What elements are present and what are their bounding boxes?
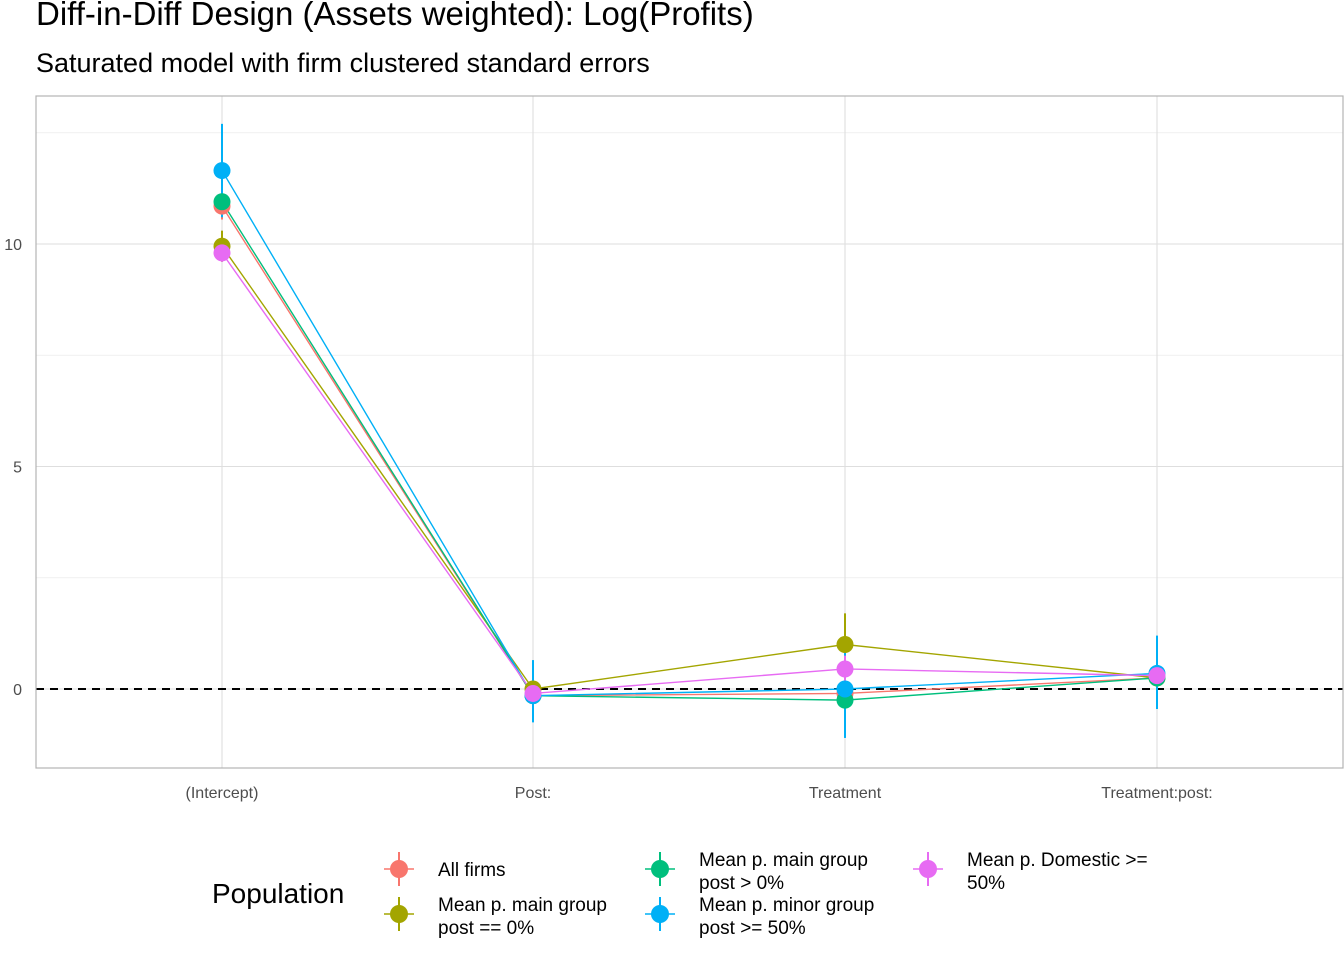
series-line xyxy=(221,245,1158,690)
y-tick-label: 5 xyxy=(13,460,22,477)
series-line xyxy=(221,205,1158,697)
axis-layer: 0 5 10 (Intercept) Post: Treatment Treatment:p… xyxy=(4,95,1344,802)
chart-title: Diff-in-Diff Design (Assets weighted): L… xyxy=(36,0,754,32)
legend-key-point xyxy=(919,860,937,878)
legend-item: Mean p. Domestic >=50% xyxy=(913,850,1148,894)
series-layer xyxy=(213,123,1166,738)
chart-subtitle: Saturated model with firm clustered stan… xyxy=(36,48,650,78)
x-tick-label: Treatment:post: xyxy=(1101,785,1212,802)
data-point xyxy=(836,660,854,678)
legend-label: Mean p. Domestic >= xyxy=(967,850,1148,871)
data-point xyxy=(836,636,854,653)
data-point xyxy=(213,162,231,180)
x-tick-label: Treatment xyxy=(809,785,882,802)
series-line xyxy=(221,252,1158,695)
series-line xyxy=(221,170,1158,697)
x-tick-label: (Intercept) xyxy=(186,785,259,802)
legend-key-point xyxy=(390,905,408,923)
data-point xyxy=(1148,667,1166,685)
legend-label: All firms xyxy=(438,860,506,881)
data-point xyxy=(524,684,542,702)
legend-key-point xyxy=(651,860,669,878)
legend-label: Mean p. minor group xyxy=(699,895,874,916)
legend-item: All firms xyxy=(384,852,506,886)
legend-key-point xyxy=(390,860,408,878)
data-point xyxy=(213,193,231,211)
plot-panel xyxy=(36,96,1343,768)
y-tick-label: 0 xyxy=(13,682,22,699)
data-point xyxy=(213,244,231,262)
plot-border xyxy=(35,95,1344,769)
legend-label: 50% xyxy=(967,873,1005,894)
legend-label: post >= 50% xyxy=(699,918,806,939)
y-tick-label: 10 xyxy=(4,237,22,254)
grid-layer xyxy=(36,96,1343,768)
legend-label: Mean p. main group xyxy=(699,850,868,871)
legend-label: post > 0% xyxy=(699,873,784,894)
data-point xyxy=(836,680,854,698)
x-tick-label: Post: xyxy=(515,785,551,802)
series-line xyxy=(221,201,1158,701)
legend-title: Population xyxy=(212,878,344,909)
legend-label: post == 0% xyxy=(438,918,534,939)
legend-key-point xyxy=(651,905,669,923)
legend-label: Mean p. main group xyxy=(438,895,607,916)
